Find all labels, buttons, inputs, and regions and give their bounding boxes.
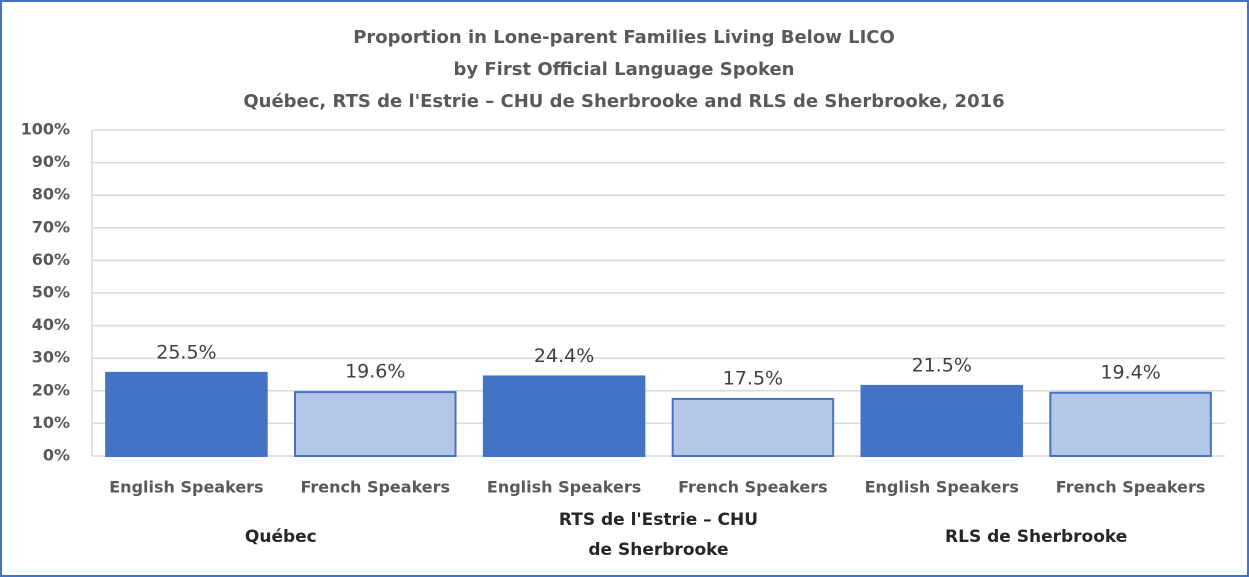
value-label: 19.6% — [345, 361, 405, 383]
bar — [1049, 391, 1212, 458]
x-tick-label: English Speakers — [865, 478, 1019, 497]
y-tick-label: 40% — [32, 315, 70, 334]
chart-title: by First Official Language Spoken — [454, 59, 795, 80]
bar — [860, 384, 1024, 457]
x-tick-label: French Speakers — [1056, 478, 1206, 497]
bar — [482, 375, 646, 457]
chart-title: Québec, RTS de l'Estrie – CHU de Sherbro… — [243, 91, 1004, 112]
bar — [105, 371, 268, 457]
y-tick-label: 60% — [32, 250, 70, 269]
y-tick-label: 90% — [32, 152, 70, 171]
value-label: 19.4% — [1100, 361, 1160, 383]
category-label: Québec — [244, 527, 317, 547]
y-tick-label: 70% — [32, 217, 70, 236]
value-label: 17.5% — [723, 367, 783, 389]
category-label: RTS de l'Estrie – CHU de Sherbrooke — [558, 510, 759, 560]
value-label: 25.5% — [156, 341, 216, 363]
category-label: RLS de Sherbrooke — [945, 527, 1128, 547]
value-label: 24.4% — [534, 345, 594, 367]
x-tick-label: French Speakers — [678, 478, 828, 497]
y-tick-label: 20% — [32, 380, 70, 399]
x-tick-label: English Speakers — [487, 478, 641, 497]
value-label: 21.5% — [912, 354, 972, 376]
x-tick-label: French Speakers — [300, 478, 450, 497]
y-tick-label: 80% — [32, 185, 70, 204]
y-tick-label: 10% — [32, 413, 70, 432]
bar — [293, 391, 457, 458]
y-tick-label: 50% — [32, 283, 70, 302]
chart-title: Proportion in Lone-parent Families Livin… — [353, 27, 895, 48]
y-tick-label: 30% — [32, 348, 70, 367]
y-tick-label: 0% — [43, 446, 70, 465]
y-tick-label: 100% — [21, 120, 70, 139]
bar — [671, 397, 835, 458]
x-tick-label: English Speakers — [109, 478, 263, 497]
